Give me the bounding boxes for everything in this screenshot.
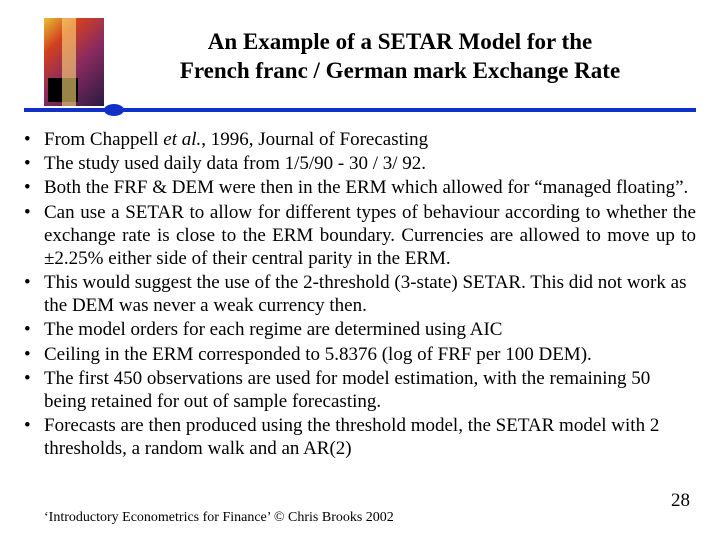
book-cover-label <box>48 78 78 102</box>
bullet-list: •From Chappell et al., 1996, Journal of … <box>24 128 696 461</box>
list-item: •The model orders for each regime are de… <box>24 318 696 341</box>
slide-title: An Example of a SETAR Model for the Fren… <box>140 28 660 86</box>
footer-citation: ‘Introductory Econometrics for Finance’ … <box>44 510 394 526</box>
title-divider <box>24 108 696 112</box>
list-item: •Can use a SETAR to allow for different … <box>24 201 696 271</box>
bullet-marker: • <box>24 128 44 151</box>
bullet-text: Forecasts are then produced using the th… <box>44 414 696 460</box>
list-item: •The study used daily data from 1/5/90 -… <box>24 152 696 175</box>
page-number: 28 <box>671 490 690 512</box>
bullet-text: From Chappell et al., 1996, Journal of F… <box>44 128 696 151</box>
bullet-text: The first 450 observations are used for … <box>44 367 696 413</box>
bullet-marker: • <box>24 414 44 460</box>
bullet-marker: • <box>24 271 44 317</box>
bullet-text: Both the FRF & DEM were then in the ERM … <box>44 176 696 199</box>
bullet-marker: • <box>24 201 44 271</box>
bullet-text: This would suggest the use of the 2-thre… <box>44 271 696 317</box>
list-item: •Forecasts are then produced using the t… <box>24 414 696 460</box>
book-cover-thumbnail <box>44 18 104 106</box>
bullet-marker: • <box>24 152 44 175</box>
bullet-marker: • <box>24 176 44 199</box>
italic-text: et al. <box>163 129 201 150</box>
list-item: •This would suggest the use of the 2-thr… <box>24 271 696 317</box>
bullet-text: The study used daily data from 1/5/90 - … <box>44 152 696 175</box>
bullet-text: The model orders for each regime are det… <box>44 318 696 341</box>
title-line-1: An Example of a SETAR Model for the <box>208 29 592 54</box>
list-item: •Ceiling in the ERM corresponded to 5.83… <box>24 343 696 366</box>
bullet-text: Ceiling in the ERM corresponded to 5.837… <box>44 343 696 366</box>
list-item: •Both the FRF & DEM were then in the ERM… <box>24 176 696 199</box>
list-item: •The first 450 observations are used for… <box>24 367 696 413</box>
bullet-text: Can use a SETAR to allow for different t… <box>44 201 696 271</box>
bullet-marker: • <box>24 367 44 413</box>
title-line-2: French franc / German mark Exchange Rate <box>180 58 620 83</box>
bullet-marker: • <box>24 318 44 341</box>
list-item: •From Chappell et al., 1996, Journal of … <box>24 128 696 151</box>
bullet-marker: • <box>24 343 44 366</box>
